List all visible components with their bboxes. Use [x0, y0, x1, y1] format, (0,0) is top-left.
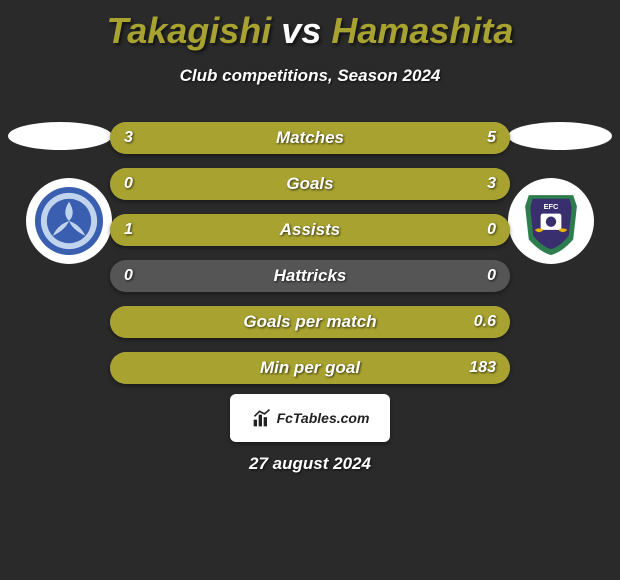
- stat-row-matches: 3 Matches 5: [110, 122, 510, 154]
- stat-left-value: 3: [124, 129, 133, 147]
- subtitle: Club competitions, Season 2024: [0, 66, 620, 86]
- stat-label: Matches: [276, 128, 344, 148]
- team1-crest-icon: [32, 184, 106, 258]
- stat-row-min-per-goal: Min per goal 183: [110, 352, 510, 384]
- team2-badge: EFC: [508, 178, 594, 264]
- stat-label: Hattricks: [274, 266, 347, 286]
- stat-right-value: 3: [487, 175, 496, 193]
- player1-name: Takagishi: [107, 10, 272, 51]
- team2-crest-icon: EFC: [514, 184, 588, 258]
- vs-label: vs: [281, 10, 321, 51]
- stat-row-hattricks: 0 Hattricks 0: [110, 260, 510, 292]
- brand-badge: FcTables.com: [230, 394, 390, 442]
- team1-badge: [26, 178, 112, 264]
- stat-label: Assists: [280, 220, 340, 240]
- stat-row-goals: 0 Goals 3: [110, 168, 510, 200]
- stat-right-value: 0: [487, 267, 496, 285]
- stat-label: Min per goal: [260, 358, 360, 378]
- stats-container: 3 Matches 5 0 Goals 3 1 Assists 0 0 Hatt…: [110, 122, 510, 398]
- stat-left-value: 0: [124, 267, 133, 285]
- stat-label: Goals: [286, 174, 333, 194]
- stat-right-value: 0: [487, 221, 496, 239]
- stat-right-value: 0.6: [474, 313, 496, 331]
- stat-row-goals-per-match: Goals per match 0.6: [110, 306, 510, 338]
- stat-right-value: 5: [487, 129, 496, 147]
- player2-name: Hamashita: [331, 10, 513, 51]
- stat-label: Goals per match: [243, 312, 376, 332]
- stat-left-value: 1: [124, 221, 133, 239]
- bar-chart-icon: [251, 408, 273, 428]
- brand-label: FcTables.com: [277, 410, 370, 426]
- player1-avatar-placeholder: [8, 122, 112, 150]
- svg-text:EFC: EFC: [544, 202, 559, 211]
- stat-left-value: 0: [124, 175, 133, 193]
- stat-right-value: 183: [469, 359, 496, 377]
- stat-row-assists: 1 Assists 0: [110, 214, 510, 246]
- player2-avatar-placeholder: [508, 122, 612, 150]
- page-title: Takagishi vs Hamashita: [0, 0, 620, 52]
- date-label: 27 august 2024: [0, 454, 620, 474]
